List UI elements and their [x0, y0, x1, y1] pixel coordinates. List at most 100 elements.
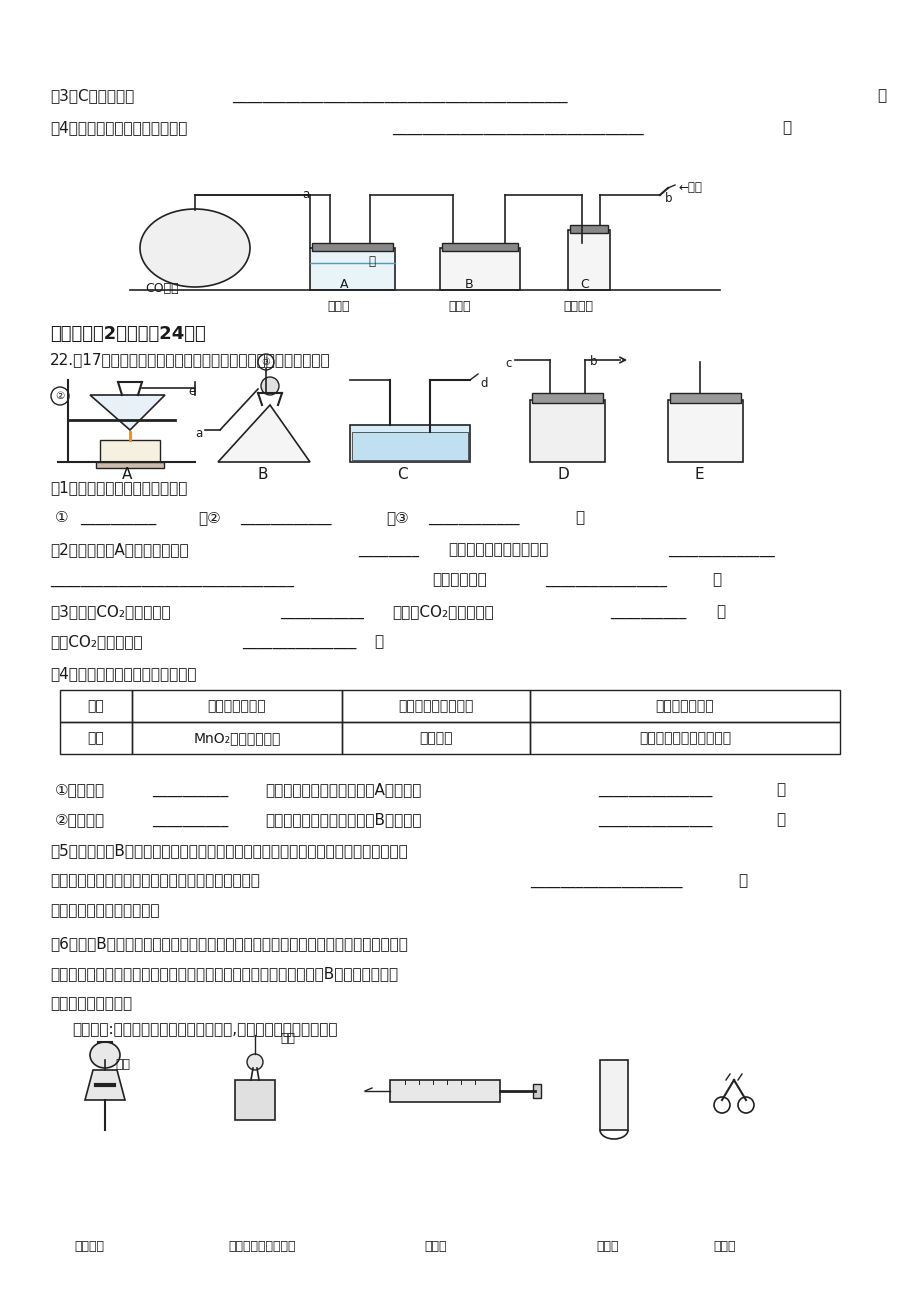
Text: （3）制取CO₂可选用装置: （3）制取CO₂可选用装置 [50, 604, 170, 618]
Text: ，②: ，② [198, 510, 221, 525]
Text: _______________: _______________ [597, 812, 711, 827]
Polygon shape [234, 1079, 275, 1120]
Text: 小活鱼: 小活鱼 [326, 299, 349, 312]
Text: 可溶于水，密度比空气大: 可溶于水，密度比空气大 [638, 730, 731, 745]
Text: 物质: 物质 [87, 699, 104, 713]
Text: 分液漏斗: 分液漏斗 [74, 1240, 104, 1253]
Text: E: E [694, 467, 704, 482]
Bar [439, 247, 519, 290]
Text: 。: 。 [711, 572, 720, 587]
Polygon shape [85, 1070, 125, 1100]
Text: （3）C中结果说明: （3）C中结果说明 [50, 89, 134, 103]
Circle shape [257, 354, 274, 370]
Text: （可以或不可以）采用装置A，理由是: （可以或不可以）采用装置A，理由是 [265, 783, 421, 797]
Text: ________________: ________________ [544, 572, 666, 587]
Text: 注射器: 注射器 [424, 1240, 446, 1253]
Bar [131, 723, 342, 754]
Text: ____________: ____________ [240, 510, 331, 525]
Text: a: a [195, 427, 202, 440]
Bar [312, 243, 392, 251]
Text: ____________________________________________: ________________________________________… [232, 89, 567, 103]
Bar [570, 225, 607, 233]
Text: （6）装置B可做为实验室制取二氧化碳的发生装置。但该装置的不足之处是：不能控制: （6）装置B可做为实验室制取二氧化碳的发生装置。但该装置的不足之处是：不能控制 [50, 936, 407, 950]
Bar [567, 230, 609, 290]
Bar [349, 424, 470, 462]
Text: ____________: ____________ [427, 510, 519, 525]
Circle shape [246, 1055, 263, 1070]
Ellipse shape [140, 210, 250, 286]
Bar [529, 723, 839, 754]
Circle shape [51, 387, 69, 405]
Bar [532, 1085, 540, 1098]
Text: ，该反应的化学方程式是: ，该反应的化学方程式是 [448, 542, 548, 557]
Text: 大试管: 大试管 [596, 1240, 618, 1253]
Text: ________________________________: ________________________________ [50, 572, 294, 587]
Text: d: d [480, 378, 487, 391]
Bar [352, 432, 468, 460]
Text: _______________: _______________ [242, 634, 356, 648]
Text: __________: __________ [609, 604, 686, 618]
Bar [529, 690, 839, 723]
Bar [599, 1060, 628, 1130]
Text: 。: 。 [775, 783, 784, 797]
Text: b: b [664, 191, 672, 204]
Text: ，③: ，③ [386, 510, 408, 525]
Text: c: c [505, 357, 511, 370]
Text: 活塞: 活塞 [115, 1059, 130, 1072]
Text: 现: 现 [737, 874, 746, 888]
Text: 象，即可证明装置不漏气。: 象，即可证明装置不漏气。 [50, 904, 159, 918]
Text: _________________________________: _________________________________ [391, 120, 643, 135]
Text: e: e [187, 385, 195, 398]
Polygon shape [218, 405, 310, 462]
Bar [669, 393, 740, 404]
Text: CO气囊: CO气囊 [145, 283, 178, 296]
Text: 制取气体的反应条件: 制取气体的反应条件 [398, 699, 473, 713]
Text: b: b [589, 355, 596, 368]
Text: __________: __________ [152, 812, 228, 827]
Text: __________: __________ [152, 783, 228, 797]
Text: ③: ③ [261, 357, 270, 367]
Bar [60, 723, 131, 754]
Bar [342, 723, 529, 754]
Text: 。: 。 [574, 510, 584, 525]
Text: （4）查阅以下资料回答下列问题：: （4）查阅以下资料回答下列问题： [50, 667, 197, 681]
Text: a: a [301, 187, 309, 201]
Bar [131, 690, 342, 723]
Text: _______________: _______________ [597, 783, 711, 797]
Text: 需要加热: 需要加热 [419, 730, 452, 745]
Text: ____________________: ____________________ [529, 874, 682, 888]
Text: 气体的物理性质: 气体的物理性质 [655, 699, 713, 713]
Text: （1）写出图中标号的仪器名称：: （1）写出图中标号的仪器名称： [50, 480, 187, 495]
Text: ②: ② [55, 391, 64, 401]
Text: 新鲜血液: 新鲜血液 [562, 299, 593, 312]
Text: （2）利用装置A可制得的气体是: （2）利用装置A可制得的气体是 [50, 542, 188, 557]
Text: C: C [397, 467, 407, 482]
Text: ______________: ______________ [667, 542, 774, 557]
Text: ________: ________ [357, 542, 418, 557]
Text: 小活蛙: 小活蛙 [448, 299, 470, 312]
Text: C: C [579, 279, 588, 292]
Text: 制取气体的药品: 制取气体的药品 [208, 699, 266, 713]
Polygon shape [90, 395, 165, 430]
Text: ←尖嘴: ←尖嘴 [677, 181, 701, 194]
Bar [667, 400, 743, 462]
Text: ②制取氯气: ②制取氯气 [55, 812, 105, 827]
Text: A: A [340, 279, 348, 292]
Text: 。: 。 [374, 634, 382, 648]
Text: ①制取氯气: ①制取氯气 [55, 783, 105, 797]
Bar [310, 247, 394, 290]
Text: ①: ① [55, 510, 69, 525]
Text: MnO₂固体和浓盐酸: MnO₂固体和浓盐酸 [193, 730, 280, 745]
Ellipse shape [90, 1042, 119, 1068]
Bar [390, 1079, 499, 1101]
Circle shape [261, 378, 278, 395]
Bar [100, 440, 160, 462]
Bar [60, 690, 131, 723]
Text: 注入水至液面高出长颈漏斗的下端管口，若能观察到: 注入水至液面高出长颈漏斗的下端管口，若能观察到 [50, 874, 259, 888]
Text: 友情提示:你可从下图所示的用品中选取,也可自行选用其他仪器。: 友情提示:你可从下图所示的用品中选取,也可自行选用其他仪器。 [72, 1022, 337, 1036]
Text: 水: 水 [368, 255, 375, 268]
Text: ，: ， [715, 604, 724, 618]
Bar [342, 690, 529, 723]
Text: 四、（包括2小题，共24分）: 四、（包括2小题，共24分） [50, 326, 206, 342]
Text: 收集CO₂可选用装置: 收集CO₂可选用装置 [50, 634, 142, 648]
